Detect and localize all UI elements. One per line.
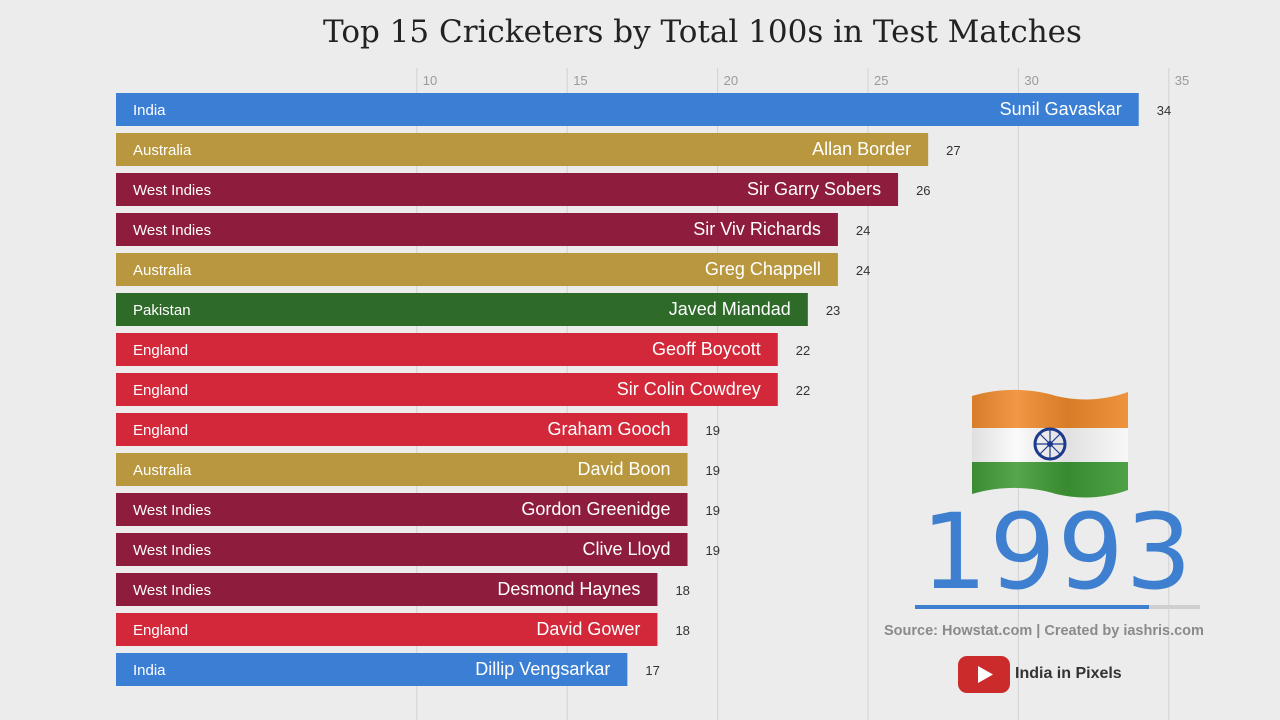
bar-player-label: David Gower <box>536 619 640 639</box>
bar-country-label: India <box>133 662 166 679</box>
bar-value-label: 18 <box>675 623 689 638</box>
bar-value-label: 27 <box>946 143 960 158</box>
bar-country-label: England <box>133 382 188 399</box>
chart-title: Top 15 Cricketers by Total 100s in Test … <box>323 14 1082 50</box>
bar-player-label: Allan Border <box>812 139 911 159</box>
bar-player-label: Clive Lloyd <box>582 539 670 559</box>
bar-value-label: 19 <box>706 503 720 518</box>
x-tick-label: 25 <box>874 73 888 88</box>
bar-country-label: England <box>133 622 188 639</box>
bar-country-label: India <box>133 102 166 119</box>
bar-player-label: David Boon <box>577 459 670 479</box>
bar-player-label: Sir Colin Cowdrey <box>617 379 761 399</box>
bar-value-label: 24 <box>856 263 870 278</box>
bar-country-label: West Indies <box>133 502 211 519</box>
bar-value-label: 19 <box>706 463 720 478</box>
bar <box>116 453 688 486</box>
bar-country-label: England <box>133 422 188 439</box>
bar-country-label: Australia <box>133 262 192 279</box>
x-tick-label: 15 <box>573 73 587 88</box>
bar <box>116 133 929 166</box>
youtube-icon <box>958 656 1010 693</box>
bar <box>116 413 688 446</box>
x-tick-label: 30 <box>1024 73 1038 88</box>
india-flag-icon <box>972 389 1128 498</box>
bar-player-label: Greg Chappell <box>705 259 821 279</box>
bar <box>116 653 628 686</box>
channel-name: India in Pixels <box>1015 665 1122 682</box>
timeline-progress <box>915 605 1200 609</box>
bar <box>116 573 658 606</box>
bar-player-label: Gordon Greenidge <box>521 499 670 519</box>
bar-value-label: 19 <box>706 543 720 558</box>
bar <box>116 613 658 646</box>
x-tick-label: 10 <box>423 73 437 88</box>
bar-value-label: 22 <box>796 383 810 398</box>
year-label: 1993 <box>921 491 1194 613</box>
bar-value-label: 19 <box>706 423 720 438</box>
bar <box>116 173 899 206</box>
bar-value-label: 34 <box>1157 103 1171 118</box>
bar-value-label: 26 <box>916 183 930 198</box>
bar <box>116 293 808 326</box>
source-credit: Source: Howstat.com | Created by iashris… <box>884 623 1204 639</box>
x-tick-label: 20 <box>724 73 738 88</box>
bar-country-label: West Indies <box>133 182 211 199</box>
bar-country-label: West Indies <box>133 582 211 599</box>
bar <box>116 333 778 366</box>
bar-value-label: 17 <box>645 663 659 678</box>
bar <box>116 213 838 246</box>
bar <box>116 533 688 566</box>
x-tick-label: 35 <box>1175 73 1189 88</box>
bar-country-label: Australia <box>133 462 192 479</box>
timeline-progress-fill <box>915 605 1149 609</box>
bar-player-label: Dillip Vengsarkar <box>475 659 610 679</box>
bar-value-label: 22 <box>796 343 810 358</box>
bar <box>116 373 778 406</box>
bar-value-label: 23 <box>826 303 840 318</box>
bar-value-label: 18 <box>675 583 689 598</box>
bar-player-label: Geoff Boycott <box>652 339 761 359</box>
bar-country-label: West Indies <box>133 542 211 559</box>
bar-player-label: Graham Gooch <box>547 419 670 439</box>
bar-player-label: Sunil Gavaskar <box>1000 99 1122 119</box>
bar-country-label: England <box>133 342 188 359</box>
bar-player-label: Desmond Haynes <box>497 579 640 599</box>
bar <box>116 93 1139 126</box>
bar-player-label: Sir Viv Richards <box>693 219 821 239</box>
bar <box>116 493 688 526</box>
bar-value-label: 24 <box>856 223 870 238</box>
bar <box>116 253 838 286</box>
bar-country-label: Pakistan <box>133 302 191 319</box>
bar-player-label: Sir Garry Sobers <box>747 179 881 199</box>
bar-player-label: Javed Miandad <box>669 299 791 319</box>
bar-country-label: Australia <box>133 142 192 159</box>
bar-country-label: West Indies <box>133 222 211 239</box>
